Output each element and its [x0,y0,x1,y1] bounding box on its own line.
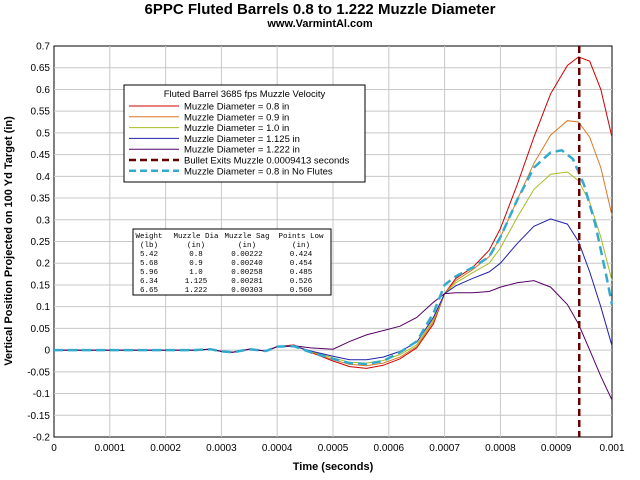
series-line-5 [54,280,613,401]
y-tick-label: 0.55 [31,107,51,118]
y-tick-label: -0.15 [27,411,50,422]
y-tick-label: 0.4 [36,172,50,183]
y-tick-label: 0.35 [31,194,51,205]
legend-entry-label: Muzzle Diameter = 0.9 in [184,112,289,123]
y-tick-label: 0.1 [36,302,50,313]
x-tick-label: 0 [51,443,57,454]
tick-layer: 0 0.0001 0.0002 0.0003 0.0004 0.0005 0.0006 0.0… [27,42,625,455]
y-tick-label: 0.7 [36,42,50,53]
table-box [132,228,332,296]
y-tick-label: 0.5 [36,128,50,139]
table-cell: 0.00222 [231,251,263,259]
table-header-cell: Muzzle Sag [224,233,269,241]
y-tick-label: 0.25 [31,237,51,248]
table-cell: 6.65 [140,287,159,295]
table-header-cell: Points Low [278,233,324,241]
x-tick-label: 0.0004 [262,443,293,454]
legend: Fluted Barrel 3685 fps Muzzle Velocity Mu… [123,84,366,183]
x-tick-label: 0.0008 [485,443,516,454]
table-cell: 0.00303 [231,287,263,295]
x-tick-label: 0.001 [599,443,624,454]
y-tick-label: 0.2 [36,259,50,270]
table-header-cell: (lb) [140,242,158,250]
table-cell: 0.8 [189,251,203,259]
table-cell: 1.0 [189,269,203,277]
table-cell: 6.34 [140,278,159,286]
y-tick-label: -0.1 [33,389,51,400]
x-axis-label: Time (seconds) [293,461,374,473]
table-cell: 0.526 [290,278,313,286]
legend-entry-label: Muzzle Diameter = 1.125 in [184,134,300,145]
series-layer [54,46,614,437]
table-cell: 1.125 [185,278,208,286]
table-cell: 0.454 [290,260,313,268]
series-line-6 [54,148,614,366]
table-cell: 0.00281 [231,278,263,286]
y-tick-label: 0.15 [31,280,51,291]
table-header-cell: Muzzle Dia [173,233,219,241]
legend-entry-label: Muzzle Diameter = 0.8 in [184,102,289,113]
y-tick-label: 0.05 [31,324,51,335]
y-tick-label: -0.05 [27,367,50,378]
y-tick-label: 0.45 [31,150,51,161]
legend-entry-label: Muzzle Diameter = 1.0 in [184,123,289,134]
table-cell: 0.485 [290,269,313,277]
legend-title: Fluted Barrel 3685 fps Muzzle Velocity [164,89,326,100]
x-tick-label: 0.0003 [206,443,237,454]
y-tick-label: 0.65 [31,63,51,74]
x-tick-label: 0.0007 [429,443,460,454]
table-header-cell: (in) [187,242,205,250]
legend-entry-label: Bullet Exits Muzzle 0.0009413 seconds [184,156,350,167]
table-header-cell: Weight [135,233,162,241]
data-table: Weight Muzzle Dia Muzzle Sag Points Low (lb)… [132,228,332,296]
y-tick-label: -0.2 [33,433,51,444]
table-cell: 0.560 [290,287,313,295]
legend-entry-label: Muzzle Diameter = 1.222 in [184,145,300,156]
x-tick-label: 0.0001 [95,443,126,454]
y-tick-label: 0 [44,346,50,357]
legend-box [123,84,366,183]
legend-entry-label: Muzzle Diameter = 0.8 in No Flutes [184,166,333,177]
table-cell: 1.222 [185,287,208,295]
table-cell: 5.42 [140,251,158,259]
chart-subtitle: www.VarmintAl.com [267,18,373,30]
table-cell: 5.68 [140,260,158,268]
y-tick-label: 0.3 [36,215,50,226]
chart-title: 6PPC Fluted Barrels 0.8 to 1.222 Muzzle … [144,1,496,18]
table-cell: 0.9 [189,260,203,268]
x-tick-label: 0.0005 [318,443,349,454]
table-cell: 5.96 [140,269,159,277]
x-tick-label: 0.0002 [150,443,181,454]
table-header-cell: (in) [292,242,310,250]
y-axis-label: Vertical Position Projected on 100 Yd Ta… [3,116,15,366]
table-cell: 0.424 [290,251,313,259]
x-tick-label: 0.0006 [374,443,405,454]
x-tick-label: 0.0009 [541,443,572,454]
table-cell: 0.00258 [231,269,263,277]
y-tick-label: 0.6 [36,85,50,96]
table-cell: 0.00240 [231,260,263,268]
table-header-cell: (in) [238,242,256,250]
